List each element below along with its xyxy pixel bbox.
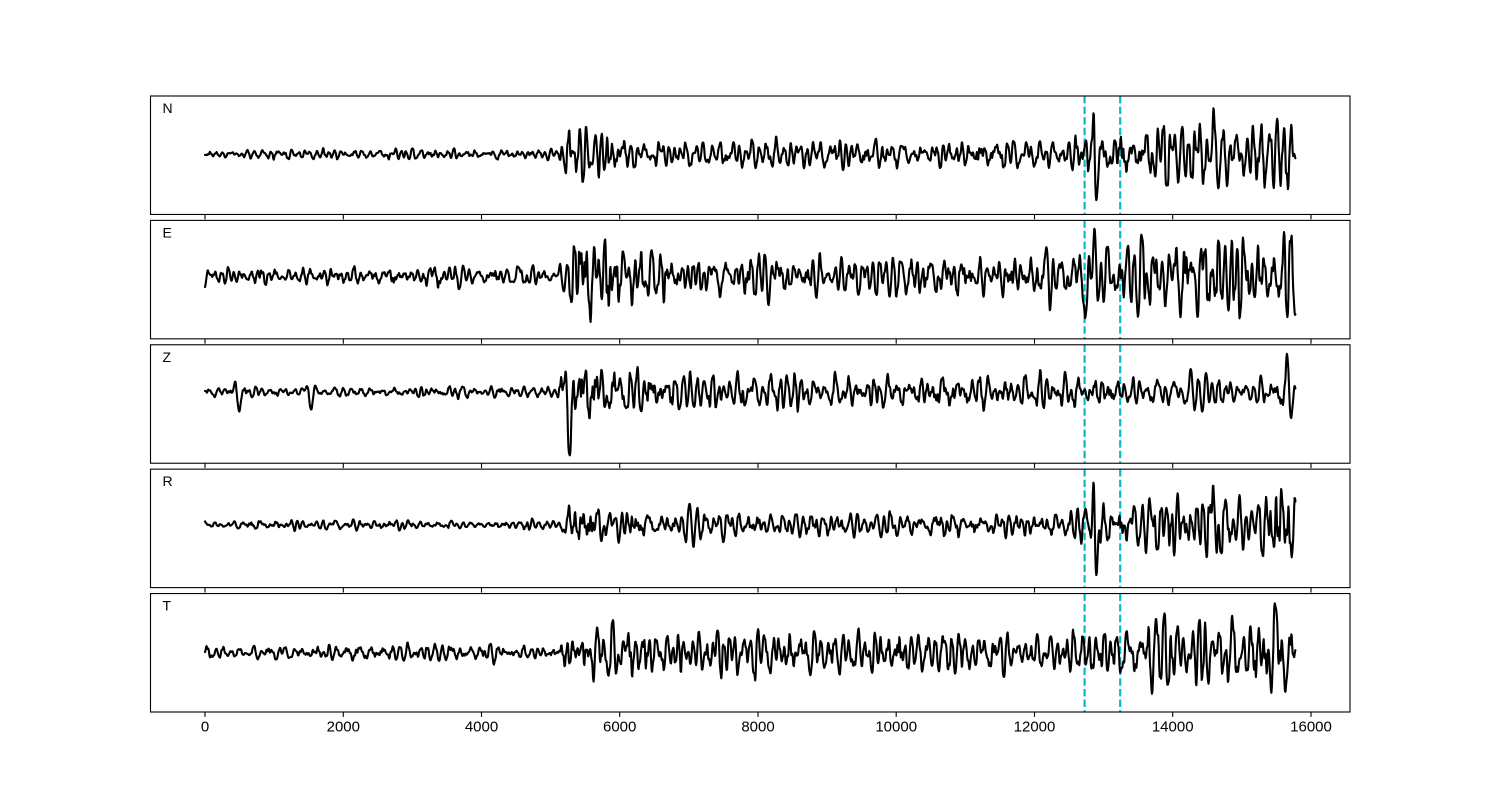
svg-text:16000: 16000 — [1290, 719, 1332, 736]
svg-text:E: E — [163, 224, 172, 240]
svg-text:2000: 2000 — [327, 719, 360, 736]
svg-text:6000: 6000 — [603, 719, 636, 736]
svg-text:R: R — [163, 473, 173, 489]
svg-text:12000: 12000 — [1014, 719, 1056, 736]
svg-text:T: T — [163, 598, 172, 614]
svg-text:14000: 14000 — [1152, 719, 1194, 736]
svg-text:10000: 10000 — [875, 719, 917, 736]
svg-text:0: 0 — [201, 719, 209, 736]
svg-text:Z: Z — [163, 349, 172, 365]
svg-text:8000: 8000 — [741, 719, 774, 736]
svg-text:4000: 4000 — [465, 719, 498, 736]
svg-text:N: N — [163, 100, 173, 116]
